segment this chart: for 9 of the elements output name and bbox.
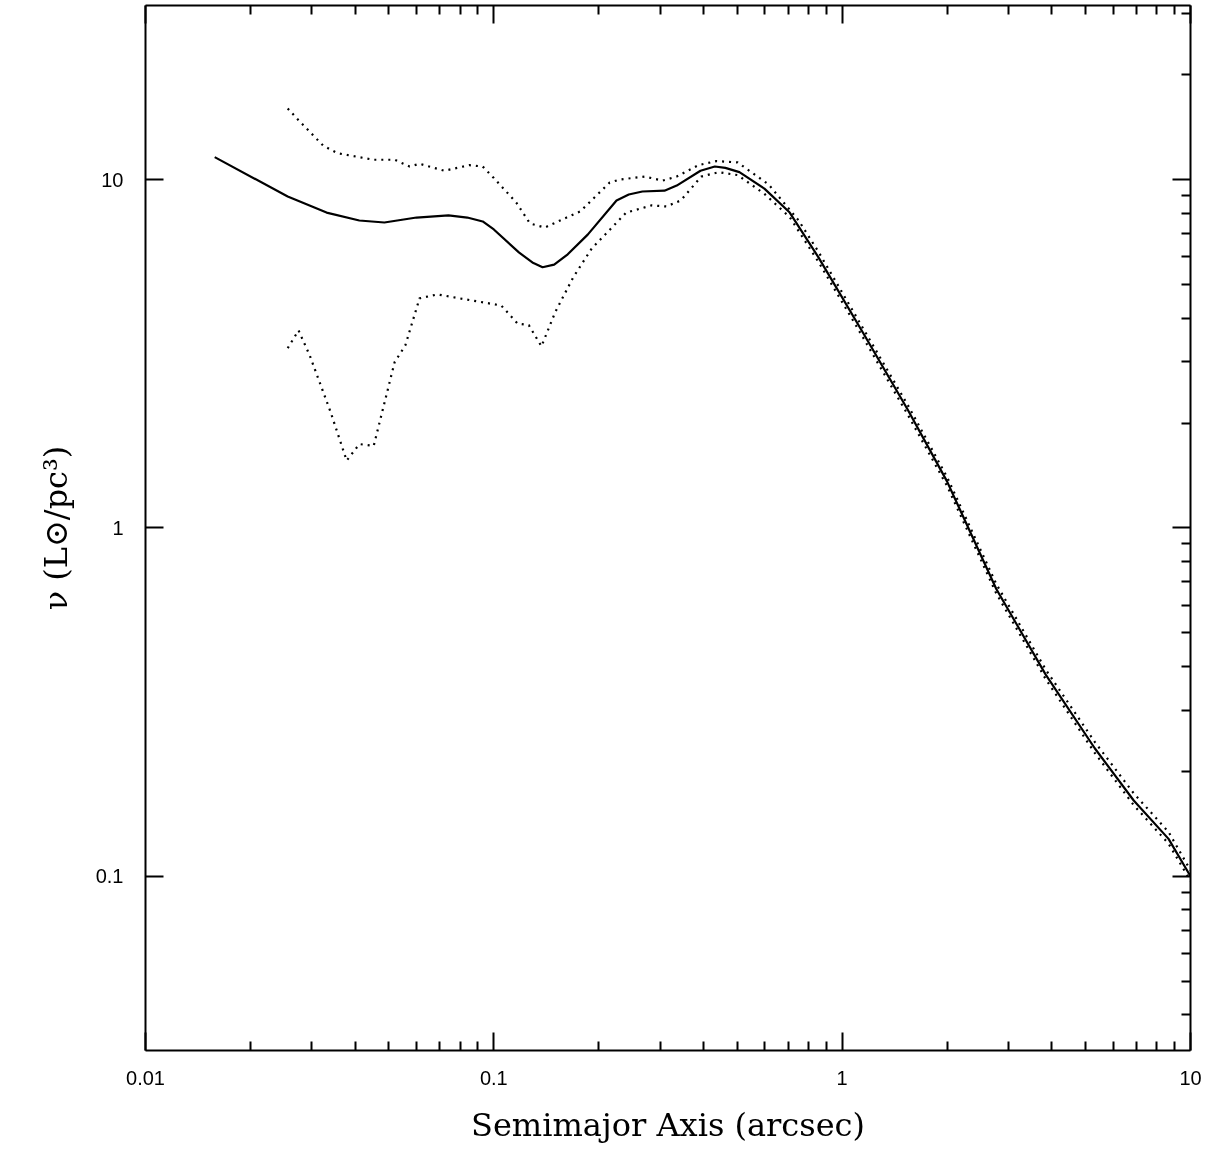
x-tick-label: 0.1 bbox=[479, 1066, 508, 1089]
x-tick-label: 0.01 bbox=[126, 1066, 165, 1089]
x-tick-label: 1 bbox=[836, 1066, 848, 1089]
x-axis-title: Semimajor Axis (arcsec) bbox=[470, 1105, 866, 1144]
y-tick-label: 10 bbox=[101, 168, 124, 191]
y-axis-title: ν (L⊙/pc³) bbox=[36, 445, 75, 611]
x-tick-label: 10 bbox=[1179, 1066, 1202, 1089]
y-tick-label: 1 bbox=[112, 516, 124, 539]
y-tick-label: 0.1 bbox=[95, 865, 124, 888]
